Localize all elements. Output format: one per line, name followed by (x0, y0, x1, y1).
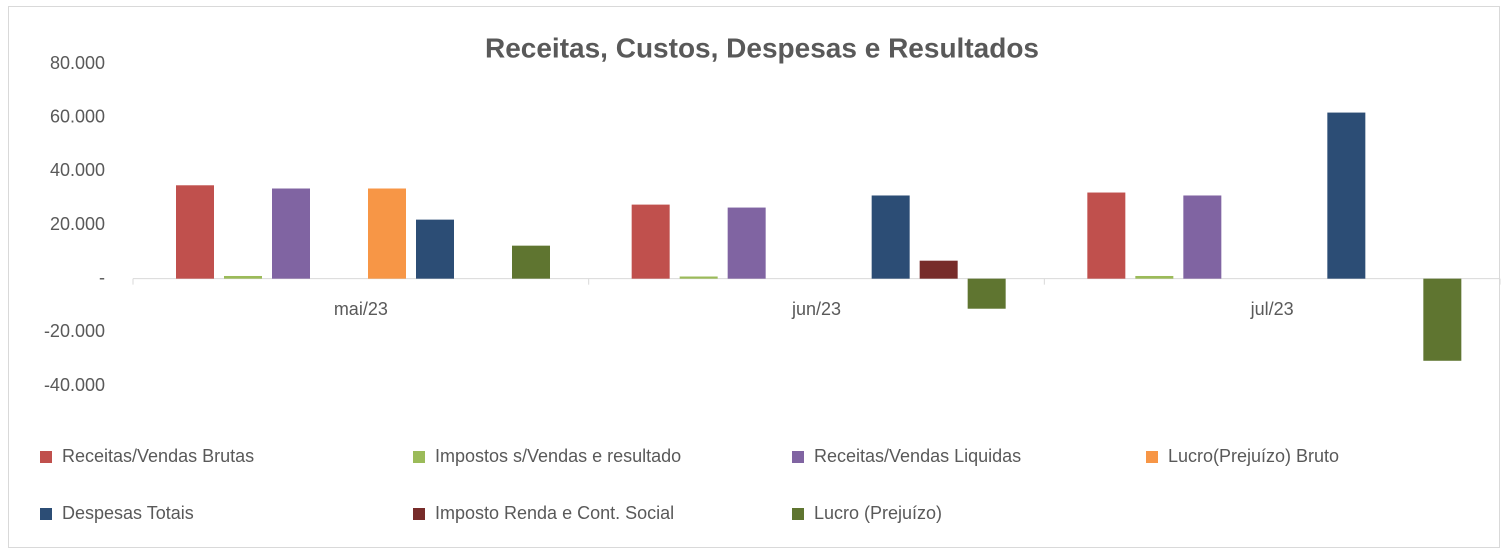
legend-label: Lucro(Prejuízo) Bruto (1168, 446, 1339, 466)
legend-swatch (40, 508, 52, 520)
y-tick-label: 20.000 (50, 214, 105, 234)
legend-label: Imposto Renda e Cont. Social (435, 503, 674, 523)
legend-swatch (413, 451, 425, 463)
legend-label: Receitas/Vendas Liquidas (814, 446, 1021, 466)
bar (416, 219, 454, 279)
legend-label: Impostos s/Vendas e resultado (435, 446, 681, 466)
x-tick-label: jul/23 (1250, 299, 1294, 319)
legend-label: Lucro (Prejuízo) (814, 503, 942, 523)
x-tick-label: jun/23 (791, 299, 841, 319)
bar (1327, 112, 1366, 279)
bar (727, 207, 766, 279)
legend-swatch (792, 451, 804, 463)
bar (1423, 278, 1462, 361)
bar (1087, 192, 1126, 279)
legend-swatch (1146, 451, 1158, 463)
y-tick-label: -40.000 (44, 375, 105, 395)
legend-swatch (792, 508, 804, 520)
bar (631, 204, 670, 279)
legend-swatch (413, 508, 425, 520)
bar (512, 245, 550, 279)
bar (919, 260, 958, 279)
bar (224, 275, 262, 279)
y-tick-label: -20.000 (44, 321, 105, 341)
bar (871, 195, 910, 279)
legend-swatch (40, 451, 52, 463)
y-tick-label: 80.000 (50, 53, 105, 73)
y-tick-label: 60.000 (50, 106, 105, 126)
bar (1183, 195, 1222, 279)
bar (368, 188, 406, 279)
legend-label: Receitas/Vendas Brutas (62, 446, 254, 466)
bar (176, 185, 214, 279)
x-tick-label: mai/23 (334, 299, 388, 319)
bar (967, 278, 1006, 309)
bar (679, 276, 718, 279)
legend-label: Despesas Totais (62, 503, 194, 523)
chart-title: Receitas, Custos, Despesas e Resultados (485, 32, 1039, 63)
bar (1135, 275, 1174, 279)
y-tick-label: 40.000 (50, 160, 105, 180)
y-tick-label: - (99, 267, 105, 287)
bar (272, 188, 310, 279)
